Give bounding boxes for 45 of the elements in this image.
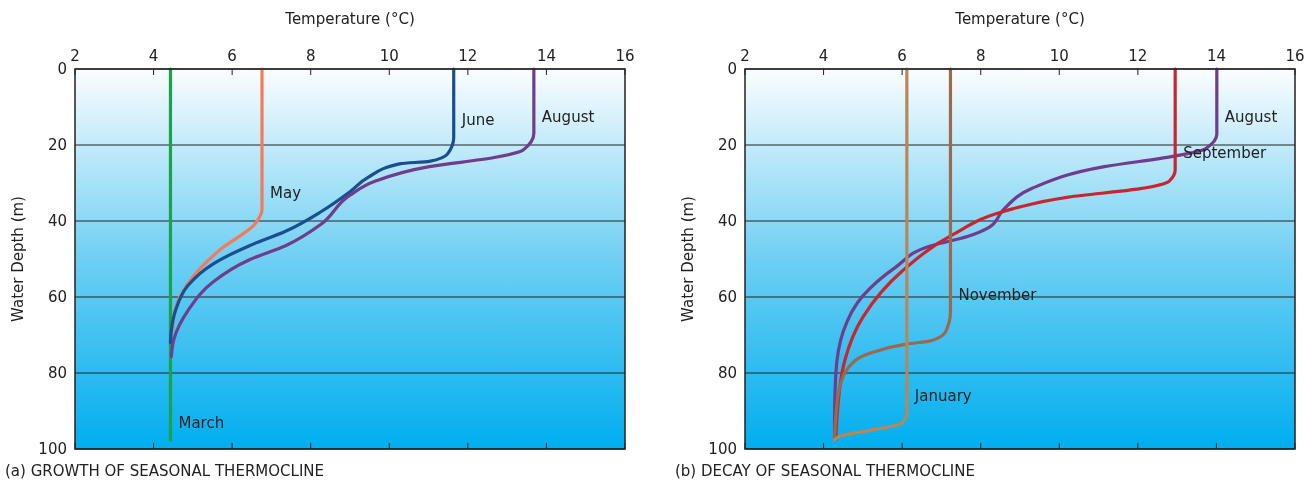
series-label: August	[1224, 108, 1278, 127]
x-tick-label: 14	[1206, 47, 1226, 65]
series-label: March	[178, 413, 225, 432]
y-tick-label: 100	[708, 440, 737, 459]
x-tick-label: 4	[148, 47, 159, 65]
y-tick-label: 40	[717, 212, 737, 231]
x-tick-label: 12	[458, 47, 478, 65]
x-tick-label: 12	[1128, 47, 1148, 65]
y-tick-label: 20	[47, 136, 67, 155]
y-tick-label: 80	[47, 364, 67, 383]
text: (b) DECAY OF SEASONAL THERMOCLINE	[675, 462, 975, 480]
y-tick-label: 20	[717, 136, 737, 155]
y-tick-label: 0	[57, 60, 67, 79]
text: (a) GROWTH OF SEASONAL THERMOCLINE	[5, 462, 324, 480]
y-axis-title: Water Depth (m)	[679, 196, 697, 322]
x-tick-label: 10	[1049, 47, 1069, 65]
x-axis-title: Temperature (°C)	[284, 10, 415, 28]
x-tick-label: 2	[740, 47, 750, 65]
series-label: September	[1183, 144, 1267, 163]
x-tick-label: 6	[897, 47, 907, 65]
series-label: January	[913, 386, 972, 405]
y-tick-label: 60	[47, 288, 67, 307]
y-tick-label: 80	[717, 364, 737, 383]
y-tick-label: 40	[47, 212, 67, 231]
series-label: June	[460, 111, 495, 130]
series-label: August	[541, 107, 595, 126]
y-tick-label: 100	[38, 440, 67, 459]
x-tick-label: 10	[379, 47, 399, 65]
x-tick-label: 8	[975, 47, 986, 65]
line-series	[832, 67, 909, 442]
x-tick-label: 2	[70, 47, 80, 65]
series-label: November	[958, 285, 1038, 304]
x-tick-label: 6	[227, 47, 237, 65]
x-tick-label: 16	[615, 47, 635, 65]
y-tick-label: 60	[717, 288, 737, 307]
x-tick-label: 16	[1285, 47, 1305, 65]
x-axis-title: Temperature (°C)	[954, 10, 1085, 28]
x-tick-label: 8	[305, 47, 316, 65]
y-axis-title: Water Depth (m)	[9, 196, 27, 322]
y-tick-label: 0	[727, 60, 737, 79]
x-tick-label: 14	[536, 47, 556, 65]
series-label: May	[270, 183, 302, 202]
x-tick-label: 4	[818, 47, 829, 65]
line-series	[169, 67, 536, 359]
line-series	[168, 67, 456, 345]
